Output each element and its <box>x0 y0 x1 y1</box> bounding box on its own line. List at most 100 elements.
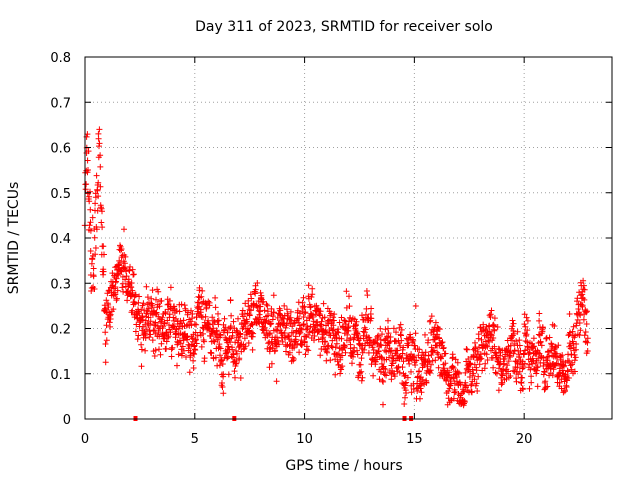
data-point <box>95 135 102 142</box>
data-point <box>468 389 475 396</box>
data-point <box>442 360 449 367</box>
data-point <box>507 342 514 349</box>
y-axis-ticks: 0 0.1 0.2 0.3 0.4 0.5 0.6 0.7 0.8 <box>50 51 612 428</box>
data-point <box>428 361 434 368</box>
data-point <box>377 336 384 343</box>
data-point <box>127 263 133 270</box>
data-point <box>334 328 341 335</box>
data-point <box>118 268 125 275</box>
data-point <box>330 314 337 321</box>
data-point <box>287 314 294 321</box>
data-point <box>157 351 164 358</box>
data-point <box>193 321 200 328</box>
data-point <box>432 357 439 364</box>
data-point <box>561 388 568 395</box>
data-point <box>423 379 430 386</box>
data-point <box>145 305 152 312</box>
data-point <box>188 307 194 314</box>
data-point <box>119 284 126 291</box>
data-point <box>520 364 527 371</box>
data-point <box>560 363 567 370</box>
data-point <box>249 329 255 336</box>
data-point <box>92 251 99 258</box>
data-point <box>412 303 419 309</box>
data-point <box>286 349 293 356</box>
data-point <box>577 327 584 334</box>
data-point <box>180 317 187 324</box>
data-point <box>416 368 423 375</box>
data-point <box>388 376 395 383</box>
data-point <box>192 336 199 343</box>
data-point <box>227 323 234 330</box>
y-tick-label: 0.6 <box>50 142 71 157</box>
data-point <box>564 357 571 364</box>
data-point <box>103 337 110 344</box>
data-point <box>305 332 311 338</box>
data-point <box>129 289 136 296</box>
data-point <box>581 286 588 293</box>
data-point <box>432 319 439 326</box>
data-point <box>338 335 345 342</box>
data-point <box>355 372 362 379</box>
data-point <box>377 325 384 332</box>
data-point <box>398 332 404 339</box>
data-point <box>571 357 578 364</box>
data-point <box>499 379 506 386</box>
data-point <box>223 350 230 356</box>
data-point <box>462 369 469 376</box>
data-point <box>263 327 270 334</box>
data-point <box>581 296 588 303</box>
data-point <box>309 285 316 292</box>
data-point <box>128 280 135 286</box>
data-point <box>237 375 244 381</box>
data-point <box>369 344 376 351</box>
data-point <box>112 278 119 285</box>
y-tick-label: 0.3 <box>50 277 71 292</box>
data-point <box>246 312 253 319</box>
data-point <box>114 295 120 302</box>
data-point <box>504 362 511 369</box>
data-point <box>349 360 355 367</box>
data-point <box>488 307 495 314</box>
data-point <box>90 273 97 280</box>
data-point <box>236 355 243 362</box>
data-point <box>113 275 120 282</box>
data-point <box>385 317 391 324</box>
data-point <box>514 328 521 335</box>
data-point <box>169 344 176 351</box>
data-point <box>149 337 156 344</box>
data-point <box>171 303 178 310</box>
data-point <box>427 367 434 374</box>
data-point <box>379 377 386 384</box>
data-point <box>345 318 352 325</box>
data-point <box>379 364 386 371</box>
data-point <box>88 285 95 291</box>
data-point <box>323 357 330 364</box>
data-point <box>147 331 154 338</box>
data-point <box>489 322 496 329</box>
data-point <box>531 343 538 350</box>
data-point <box>538 342 545 349</box>
data-point <box>252 286 259 293</box>
data-point <box>434 331 441 338</box>
data-point <box>350 353 356 360</box>
data-point <box>124 297 131 304</box>
data-point <box>339 352 345 359</box>
data-point <box>270 292 277 299</box>
data-point <box>463 383 469 390</box>
data-point <box>287 308 294 315</box>
data-point <box>290 329 297 336</box>
data-point <box>552 353 559 360</box>
data-point <box>231 368 238 375</box>
data-point <box>233 347 239 354</box>
data-point <box>496 361 503 368</box>
grid <box>85 57 612 419</box>
y-tick-label: 0 <box>63 413 71 428</box>
data-point <box>513 378 520 385</box>
data-point <box>140 300 147 307</box>
data-point <box>573 341 580 347</box>
data-point <box>306 329 313 335</box>
data-point <box>535 331 542 338</box>
data-point <box>173 307 180 314</box>
data-point <box>452 388 459 395</box>
